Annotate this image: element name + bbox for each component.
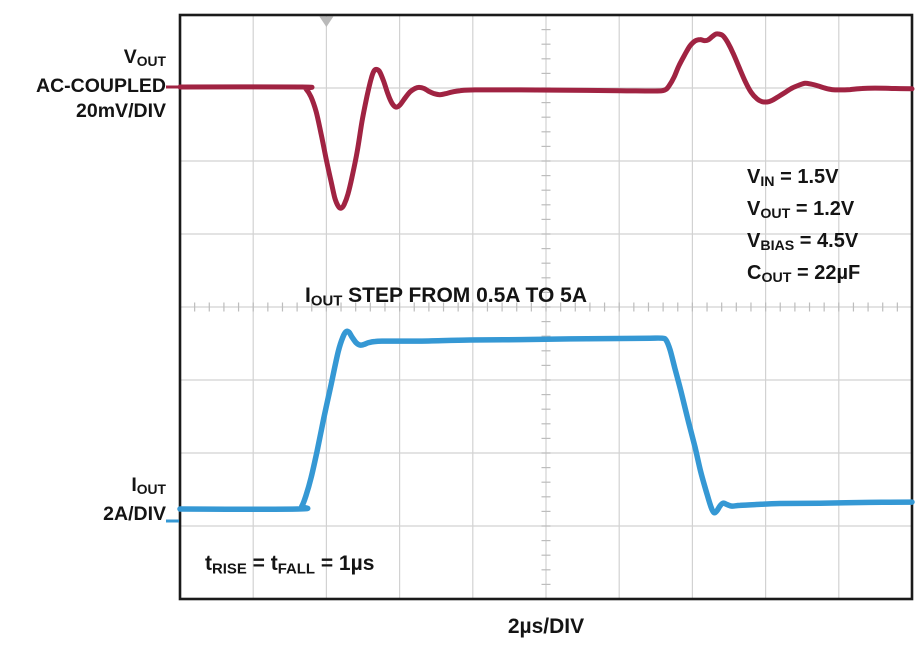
iout-trace-name: IOUT: [131, 474, 166, 498]
vout-trace: [177, 31, 915, 211]
condition-vout: VOUT = 1.2V: [747, 198, 855, 223]
condition-vin: VIN = 1.5V: [747, 166, 839, 191]
plot-border: [178, 13, 914, 601]
risefall-annotation: tRISE = tFALL = 1µs: [205, 552, 375, 578]
vout-scale-label: 20mV/DIV: [76, 100, 166, 123]
iout-trace: [177, 328, 915, 516]
iout-scale-label: 2A/DIV: [103, 503, 166, 526]
vout-trace-label: VOUT AC-COUPLED 20mV/DIV: [0, 45, 166, 124]
load-step-annotation: IOUT STEP FROM 0.5A TO 5A: [305, 284, 587, 310]
vout-trace-name: VOUT: [123, 46, 166, 70]
graticule-fine-ticks: [194, 29, 898, 586]
xaxis-scale-label: 2µs/DIV: [507, 615, 585, 638]
iout-trace-label: IOUT 2A/DIV: [0, 473, 166, 527]
condition-vbias: VBIAS = 4.5V: [747, 230, 859, 255]
trigger-marker-icon: [319, 16, 334, 27]
vout-coupling-label: AC-COUPLED: [36, 75, 166, 98]
test-conditions: VIN = 1.5V VOUT = 1.2V VBIAS = 4.5V COUT…: [747, 164, 860, 292]
condition-cout: COUT = 22µF: [747, 262, 861, 287]
